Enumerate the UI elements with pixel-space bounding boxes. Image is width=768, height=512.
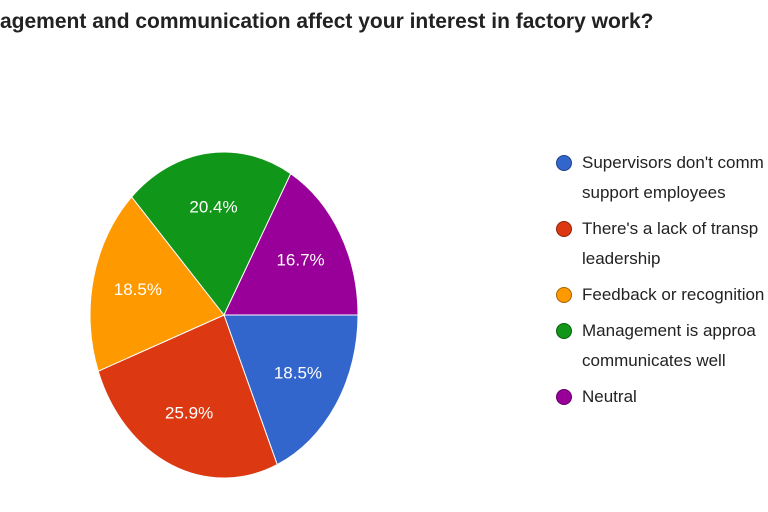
legend-label: Supervisors don't comm support employees bbox=[582, 153, 764, 202]
legend-label: Feedback or recognition bbox=[582, 285, 765, 304]
legend-item: Neutral bbox=[556, 382, 764, 412]
pie-slice bbox=[223, 172, 359, 316]
pie-slice bbox=[223, 314, 359, 466]
legend-marker bbox=[556, 155, 572, 171]
chart-title: agement and communication affect your in… bbox=[0, 10, 654, 33]
legend: Supervisors don't comm support employees… bbox=[556, 148, 764, 412]
slice-label: 25.9% bbox=[165, 403, 213, 422]
legend-label: There's a lack of transp leadership bbox=[582, 219, 759, 268]
pie-slice bbox=[131, 151, 292, 316]
legend-label: Management is approa communicates well bbox=[582, 321, 756, 370]
legend-marker bbox=[556, 323, 572, 339]
pie-slice bbox=[97, 314, 278, 479]
pie-slice bbox=[89, 196, 225, 372]
legend-label: Neutral bbox=[582, 387, 637, 406]
slice-label: 18.5% bbox=[114, 280, 162, 299]
legend-marker bbox=[556, 221, 572, 237]
legend-item: Supervisors don't comm support employees bbox=[556, 148, 764, 208]
legend-item: Feedback or recognition bbox=[556, 280, 764, 310]
slice-label: 18.5% bbox=[274, 364, 322, 383]
legend-item: Management is approa communicates well bbox=[556, 316, 764, 376]
slice-label: 20.4% bbox=[189, 198, 237, 217]
legend-item: There's a lack of transp leadership bbox=[556, 214, 764, 274]
slice-label: 16.7% bbox=[276, 251, 324, 270]
legend-marker bbox=[556, 287, 572, 303]
legend-marker bbox=[556, 389, 572, 405]
